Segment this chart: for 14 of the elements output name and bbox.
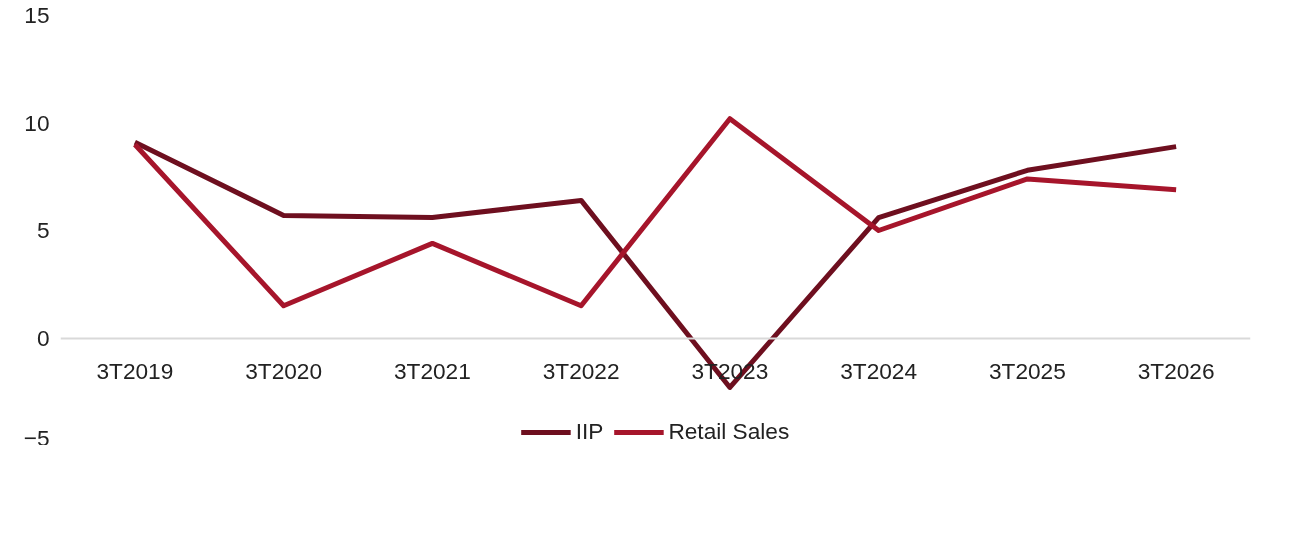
x-tick-label: 3T2026: [1137, 358, 1215, 384]
x-tick-label: 3T2020: [245, 358, 323, 384]
x-tick-label: 3T2021: [393, 358, 471, 384]
x-tick-label: 3T2025: [988, 358, 1066, 384]
y-tick-label: 10: [24, 109, 50, 136]
legend-label: IIP: [575, 418, 604, 445]
y-tick-label: 15: [24, 2, 50, 28]
y-tick-label: 5: [36, 217, 50, 243]
y-tick-label: 0: [36, 324, 50, 351]
y-tick-label: −5: [23, 424, 50, 451]
x-tick-label: 3T2024: [840, 358, 918, 384]
x-tick-label: 3T2019: [96, 358, 174, 384]
x-tick-label: 3T2022: [542, 358, 620, 384]
legend-label: Retail Sales: [668, 418, 790, 445]
